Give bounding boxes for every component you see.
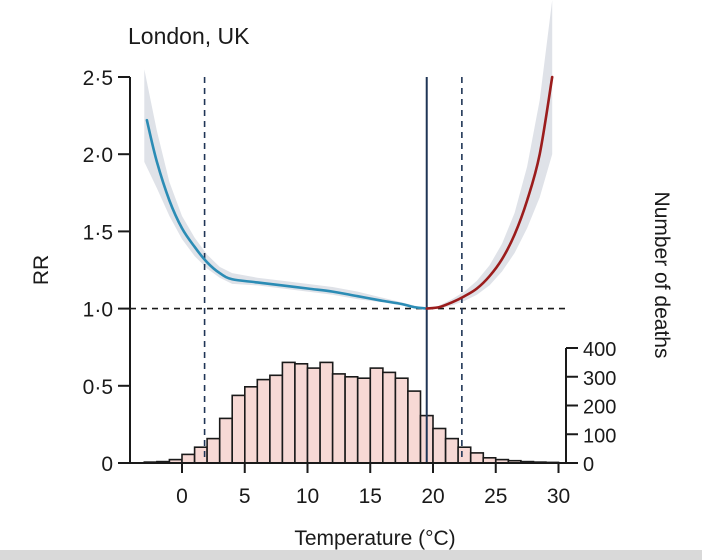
y-tick-label-3: 1·5 [83, 221, 113, 244]
histogram-bar-8 [281, 361, 296, 464]
y2-tick-label-2: 200 [583, 397, 616, 419]
histogram-bar-2 [206, 437, 221, 464]
x-axis-label: Temperature (°C) [294, 527, 455, 550]
x-tick-label-2: 10 [296, 485, 319, 508]
histogram-bar-15 [369, 367, 384, 464]
chart-title: London, UK [128, 23, 250, 49]
histogram-bar-20 [432, 427, 447, 464]
histogram-bar-23 [469, 452, 485, 464]
heat-curve [425, 75, 554, 310]
y2-axis-label: Number of deaths [650, 192, 673, 359]
histogram-bar-9 [294, 362, 309, 464]
x-tick-label-6: 30 [547, 485, 570, 508]
histogram-bar-21 [444, 437, 460, 464]
histogram-bar-18 [407, 390, 422, 464]
histogram-bar-3 [218, 417, 233, 464]
y-tick-label-1: 0·5 [83, 376, 113, 399]
histogram-bar-17 [394, 377, 409, 464]
histogram-bar-12 [331, 373, 346, 464]
histogram-bar-22 [457, 446, 472, 464]
histogram-bar-0 [181, 453, 196, 464]
y-axis-label: RR [30, 255, 53, 285]
histogram-bar-5 [244, 385, 259, 464]
histogram-bar-14 [356, 377, 372, 464]
y-tick-label-5: 2·5 [83, 67, 113, 90]
plot-area: 00·51·01·52·02·50 5 10 15 20 25 30010020030040… [83, 0, 616, 508]
histogram-bar-10 [306, 367, 321, 464]
cold-curve [145, 118, 428, 310]
y-tick-label-4: 2·0 [83, 144, 113, 167]
histogram-bar-13 [344, 375, 359, 464]
histogram-bar-16 [381, 371, 397, 464]
y-tick-label-0: 0 [101, 453, 113, 476]
x-tick-label-5: 25 [484, 485, 507, 508]
x-tick-label-0: 0 [176, 485, 188, 508]
x-tick-label-1: 5 [239, 485, 251, 508]
y-tick-label-2: 1·0 [83, 299, 113, 322]
y2-tick-label-4: 400 [583, 339, 616, 361]
histogram-bar-4 [231, 394, 246, 464]
y2-tick-label-0: 0 [583, 454, 594, 476]
histogram-bar-6 [256, 378, 271, 464]
x-tick-label-4: 20 [421, 485, 444, 508]
page-footer-strip [0, 550, 702, 560]
y2-tick-label-1: 100 [583, 425, 616, 447]
x-tick-label-3: 15 [359, 485, 382, 508]
histogram-bar-7 [269, 374, 284, 464]
y2-tick-label-3: 300 [583, 368, 616, 390]
histogram-bar-11 [319, 361, 334, 464]
